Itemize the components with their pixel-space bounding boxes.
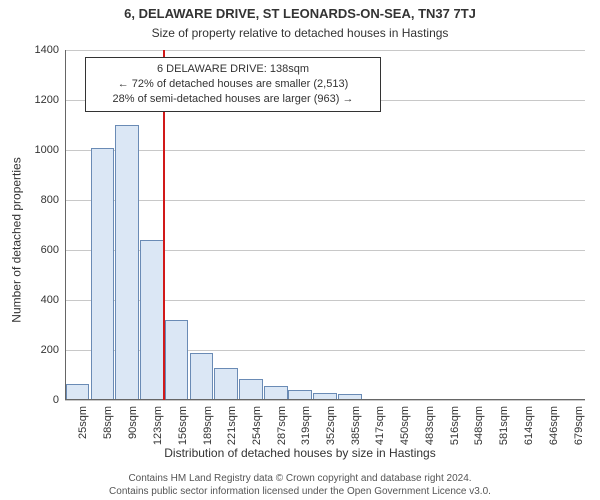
- histogram-bar: [239, 379, 263, 400]
- footer-attribution: Contains HM Land Registry data © Crown c…: [0, 473, 600, 498]
- y-tick-label: 200: [41, 344, 59, 356]
- gridline: [65, 150, 585, 151]
- x-tick-label: 254sqm: [251, 406, 263, 445]
- histogram-bar: [66, 384, 90, 400]
- annotation-line1: 6 DELAWARE DRIVE: 138sqm: [94, 62, 372, 77]
- x-tick-label: 581sqm: [498, 406, 510, 445]
- histogram-bar: [190, 353, 214, 401]
- x-tick-label: 679sqm: [573, 406, 585, 445]
- histogram-bar: [264, 386, 288, 400]
- chart-container: 6, DELAWARE DRIVE, ST LEONARDS-ON-SEA, T…: [0, 0, 600, 500]
- y-tick-label: 1400: [35, 44, 59, 56]
- histogram-bar: [115, 125, 139, 400]
- x-tick-label: 90sqm: [127, 406, 139, 439]
- y-tick-label: 1200: [35, 94, 59, 106]
- x-tick-label: 156sqm: [177, 406, 189, 445]
- x-tick-label: 221sqm: [226, 406, 238, 445]
- x-tick-label: 417sqm: [374, 406, 386, 445]
- y-tick-label: 600: [41, 244, 59, 256]
- y-tick-label: 800: [41, 194, 59, 206]
- x-tick-label: 123sqm: [152, 406, 164, 445]
- footer-line2: Contains public sector information licen…: [0, 486, 600, 499]
- x-tick-label: 483sqm: [424, 406, 436, 445]
- x-tick-label: 516sqm: [449, 406, 461, 445]
- histogram-bar: [214, 368, 238, 401]
- x-axis-line: [65, 399, 585, 400]
- annotation-box: 6 DELAWARE DRIVE: 138sqm ← 72% of detach…: [85, 57, 381, 112]
- footer-line1: Contains HM Land Registry data © Crown c…: [0, 473, 600, 486]
- annotation-line2: ← 72% of detached houses are smaller (2,…: [94, 77, 372, 92]
- x-tick-label: 58sqm: [102, 406, 114, 439]
- x-tick-label: 319sqm: [300, 406, 312, 445]
- histogram-bar: [140, 240, 164, 400]
- histogram-bar: [165, 320, 189, 400]
- gridline: [65, 50, 585, 51]
- x-tick-label: 548sqm: [473, 406, 485, 445]
- gridline: [65, 400, 585, 401]
- y-tick-label: 0: [53, 394, 59, 406]
- x-axis-label: Distribution of detached houses by size …: [0, 446, 600, 460]
- x-tick-label: 450sqm: [399, 406, 411, 445]
- x-tick-label: 25sqm: [77, 406, 89, 439]
- gridline: [65, 200, 585, 201]
- chart-title-line1: 6, DELAWARE DRIVE, ST LEONARDS-ON-SEA, T…: [0, 6, 600, 21]
- annotation-line3: 28% of semi-detached houses are larger (…: [94, 92, 372, 107]
- x-tick-label: 352sqm: [325, 406, 337, 445]
- y-axis-label: Number of detached properties: [10, 157, 24, 322]
- y-tick-label: 1000: [35, 144, 59, 156]
- histogram-bar: [91, 148, 115, 401]
- x-tick-label: 646sqm: [548, 406, 560, 445]
- x-tick-label: 189sqm: [202, 406, 214, 445]
- x-tick-label: 385sqm: [350, 406, 362, 445]
- y-axis-line: [65, 50, 66, 400]
- x-tick-label: 614sqm: [523, 406, 535, 445]
- x-tick-label: 287sqm: [276, 406, 288, 445]
- chart-title-line2: Size of property relative to detached ho…: [0, 26, 600, 40]
- y-tick-label: 400: [41, 294, 59, 306]
